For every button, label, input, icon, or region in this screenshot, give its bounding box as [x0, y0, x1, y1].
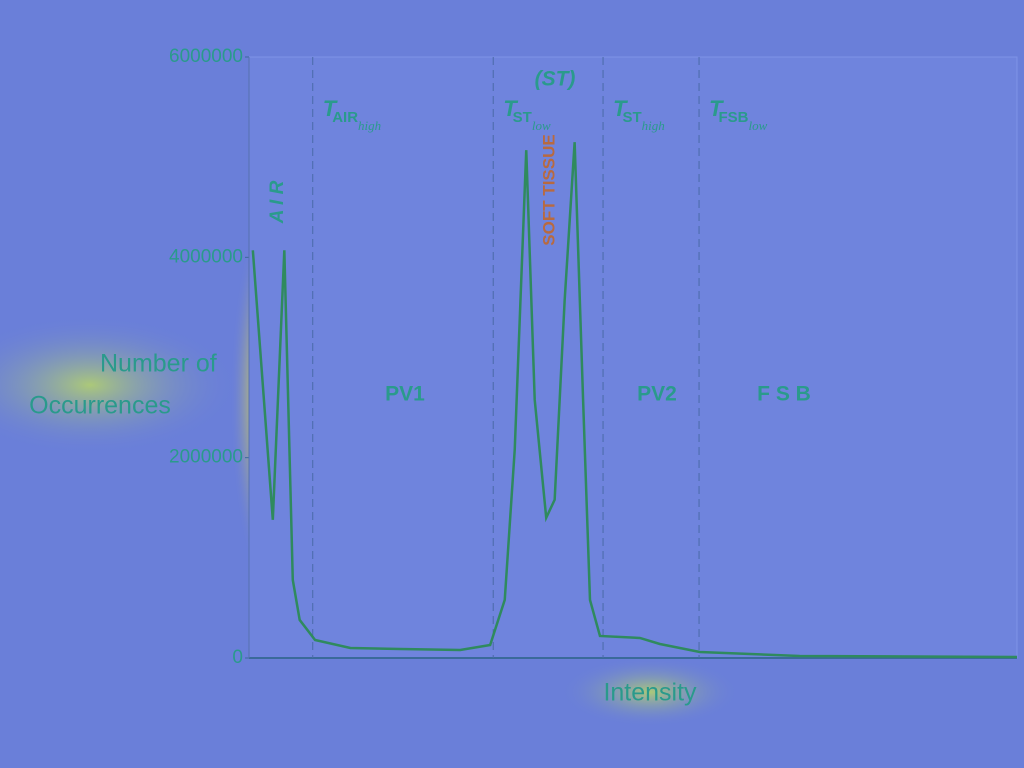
subscript: AIR [332, 109, 358, 126]
symbol: T [503, 96, 518, 121]
plot-area [248, 56, 1018, 659]
data-line [251, 142, 1018, 659]
threshold-label: TAIRhigh [323, 96, 381, 133]
y-tick-label: 2000000 [169, 447, 243, 468]
heat-glow [560, 657, 740, 727]
peak-label: A I R [267, 180, 288, 224]
symbol: T [323, 96, 338, 121]
symbol: T [709, 96, 724, 121]
symbol: T [613, 96, 628, 121]
modifier: low [749, 118, 768, 133]
y-tick-label: 6000000 [169, 46, 243, 67]
subscript: FSB [719, 109, 749, 126]
subscript: ST [513, 109, 532, 126]
y-tick-label: 0 [232, 647, 243, 668]
modifier: high [358, 118, 381, 133]
threshold-label: TFSBlow [709, 96, 768, 133]
y-axis-label: Occurrences [29, 392, 171, 420]
subscript: ST [623, 109, 642, 126]
modifier: low [532, 118, 551, 133]
x-axis-label: Intensity [603, 679, 697, 707]
modifier: high [642, 118, 665, 133]
region-label: F S B [757, 383, 811, 406]
threshold-label: TSTlow [503, 96, 551, 133]
heat-glow [0, 315, 240, 455]
peak-label: SOFT TISSUE [539, 134, 558, 245]
threshold-label: TSThigh [613, 96, 665, 133]
region-label: PV2 [637, 383, 677, 406]
region-label: PV1 [385, 383, 425, 406]
peak-label: (ST) [535, 68, 576, 91]
y-tick-label: 4000000 [169, 246, 243, 267]
y-axis-label: Number of [100, 350, 217, 378]
